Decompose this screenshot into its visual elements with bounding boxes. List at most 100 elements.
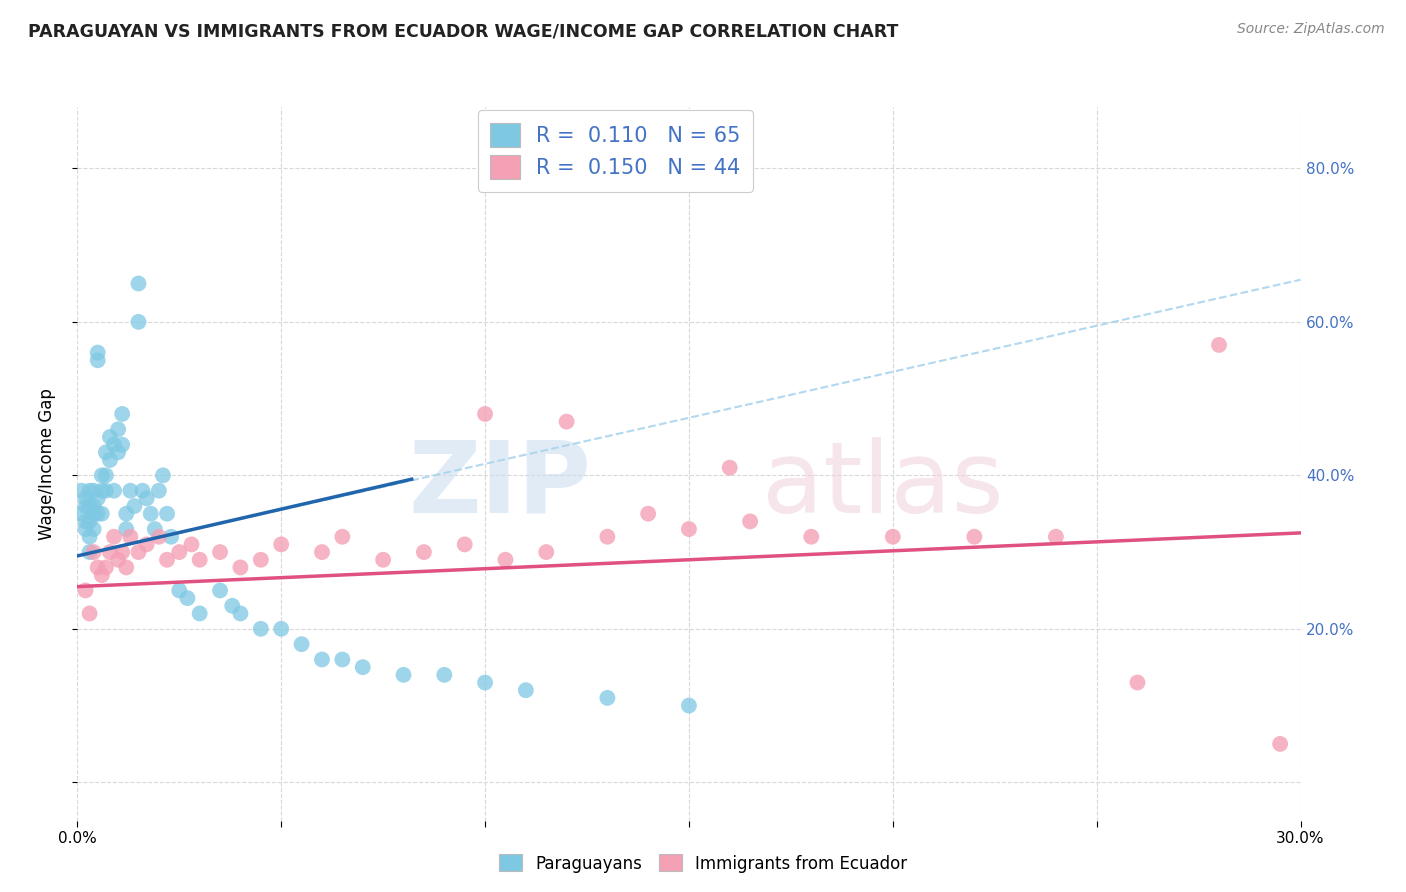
Point [98,430,121,444]
Point [79,483,101,498]
Point [120,530,142,544]
Point [94,468,117,483]
Point [131,483,153,498]
Point [107,445,129,459]
Point [332,530,354,544]
Point [392,668,415,682]
Point [596,690,619,705]
Point [270,537,292,551]
Point [103,437,125,451]
Text: Source: ZipAtlas.com: Source: ZipAtlas.com [1237,22,1385,37]
Point [111,545,134,559]
Point [718,460,741,475]
Point [111,437,134,451]
Point [882,530,904,544]
Point [180,537,202,551]
Point [311,545,333,559]
Point [90,483,112,498]
Point [83,545,105,559]
Text: ZIP: ZIP [408,437,591,533]
Point [83,483,105,498]
Point [332,652,354,666]
Point [148,530,170,544]
Point [115,507,138,521]
Point [1045,530,1067,544]
Point [79,607,101,621]
Point [176,591,198,606]
Point [188,553,211,567]
Point [250,553,273,567]
Point [413,545,436,559]
Point [103,530,125,544]
Point [70,507,93,521]
Point [637,507,659,521]
Point [128,277,150,291]
Point [90,568,112,582]
Point [229,607,252,621]
Point [79,499,101,513]
Point [678,698,700,713]
Point [148,483,170,498]
Point [115,522,138,536]
Point [474,675,496,690]
Legend: Paraguayans, Immigrants from Ecuador: Paraguayans, Immigrants from Ecuador [492,847,914,880]
Point [169,583,191,598]
Point [156,507,179,521]
Point [83,522,105,536]
Point [139,507,162,521]
Point [740,515,762,529]
Point [107,553,129,567]
Point [87,491,110,506]
Point [311,652,333,666]
Text: PARAGUAYAN VS IMMIGRANTS FROM ECUADOR WAGE/INCOME GAP CORRELATION CHART: PARAGUAYAN VS IMMIGRANTS FROM ECUADOR WA… [28,22,898,40]
Point [75,522,97,536]
Point [90,507,112,521]
Point [135,537,157,551]
Point [87,353,110,368]
Point [98,453,121,467]
Point [94,445,117,459]
Point [107,422,129,436]
Legend: R =  0.110   N = 65, R =  0.150   N = 44: R = 0.110 N = 65, R = 0.150 N = 44 [478,111,754,192]
Point [555,415,578,429]
Point [352,660,374,674]
Point [103,483,125,498]
Point [536,545,558,559]
Point [75,583,97,598]
Point [209,583,232,598]
Text: atlas: atlas [762,437,1004,533]
Point [87,507,110,521]
Y-axis label: Wage/Income Gap: Wage/Income Gap [38,388,56,540]
Point [128,545,150,559]
Point [115,560,138,574]
Point [83,499,105,513]
Point [433,668,456,682]
Point [75,499,97,513]
Point [221,599,243,613]
Point [160,530,183,544]
Point [229,560,252,574]
Point [1126,675,1149,690]
Point [98,545,121,559]
Point [83,507,105,521]
Point [87,560,110,574]
Point [90,468,112,483]
Point [75,515,97,529]
Point [152,468,174,483]
Point [495,553,517,567]
Point [79,515,101,529]
Point [75,491,97,506]
Point [79,530,101,544]
Point [291,637,314,651]
Point [143,522,166,536]
Point [188,607,211,621]
Point [169,545,191,559]
Point [515,683,537,698]
Point [270,622,292,636]
Point [250,622,273,636]
Point [209,545,232,559]
Point [454,537,477,551]
Point [678,522,700,536]
Point [474,407,496,421]
Point [87,345,110,359]
